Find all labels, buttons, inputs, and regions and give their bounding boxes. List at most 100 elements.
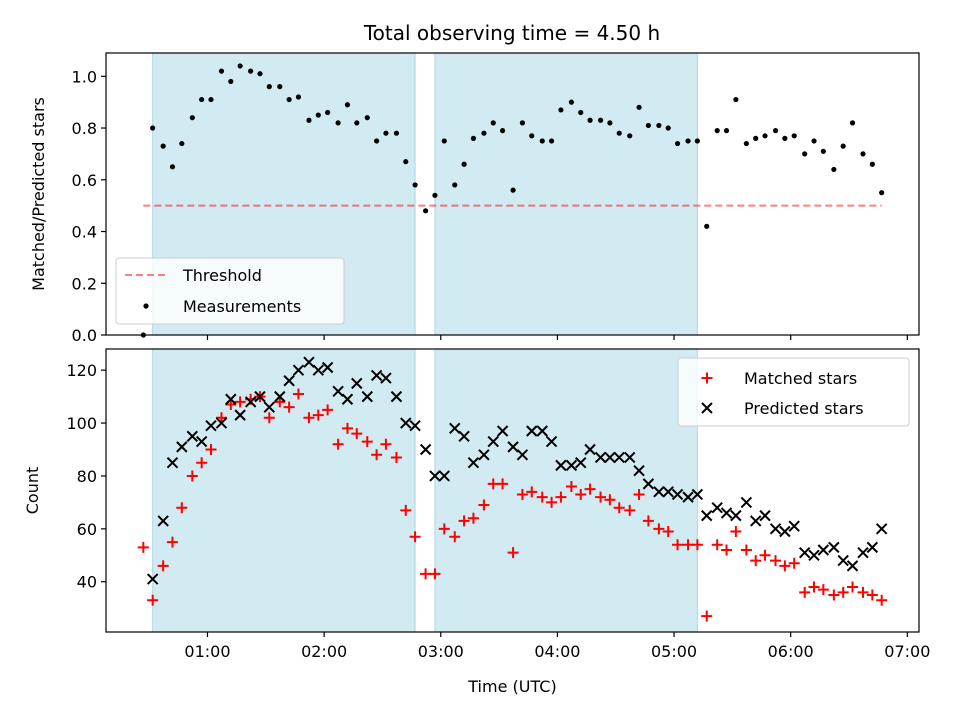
observing-band [434, 52, 698, 336]
matched-star-point [166, 536, 178, 548]
matched-star-point [516, 488, 528, 500]
matched-star-point [196, 457, 208, 469]
measurement-point [452, 182, 458, 188]
predicted-star-point [166, 457, 179, 469]
predicted-star-point [292, 364, 305, 376]
matched-star-point [322, 404, 334, 416]
measurement-point [723, 128, 730, 134]
matched-star-point [420, 568, 432, 580]
matched-star-point [176, 502, 188, 514]
measurement-point [714, 128, 720, 134]
predicted-star-point [195, 435, 208, 448]
matched-star-point [817, 584, 829, 596]
predicted-star-point [749, 515, 762, 527]
measurement-point [277, 84, 283, 90]
axes-frame [105, 348, 920, 633]
predicted-star-point [653, 486, 665, 498]
predicted-star-point [321, 361, 334, 374]
predicted-star-point [361, 390, 373, 403]
predicted-star-point [613, 451, 625, 464]
matched-star-point [429, 568, 441, 580]
measurement-point [674, 140, 681, 147]
measurement-point [461, 161, 467, 167]
measurement-point [831, 166, 837, 173]
predicted-star-point [234, 409, 246, 421]
measurement-point [548, 138, 555, 144]
predicted-star-point [633, 464, 645, 477]
predicted-star-point [711, 501, 723, 514]
matched-star-point [274, 396, 286, 408]
measurement-point [364, 115, 370, 121]
x-axis-label: Time (UTC) [467, 677, 556, 696]
measurement-point [354, 120, 360, 126]
matched-star-point [147, 594, 159, 606]
predicted-star-point [817, 544, 830, 556]
predicted-star-point [400, 417, 412, 429]
predicted-star-point [759, 509, 771, 522]
predicted-star-point [341, 393, 354, 405]
predicted-star-point [146, 573, 159, 585]
matched-star-point [225, 399, 237, 411]
matched-star-point [711, 539, 723, 551]
predicted-star-point [244, 396, 257, 408]
measurement-point [685, 138, 691, 144]
predicted-star-point [828, 541, 840, 554]
measurement-point [510, 187, 516, 193]
predicted-star-point [458, 430, 470, 442]
predicted-star-point [225, 393, 237, 405]
matched-star-point [682, 539, 694, 551]
x-tick-label: 06:00 [768, 642, 814, 661]
measurement-point [248, 68, 254, 74]
predicted-star-point [788, 520, 800, 532]
predicted-star-point [575, 457, 587, 469]
predicted-star-point [186, 430, 199, 442]
measurement-point [257, 71, 263, 77]
y-tick-label: 0.8 [72, 119, 97, 138]
y-tick-label: 1.0 [72, 67, 97, 86]
measurement-point [607, 120, 613, 126]
measurement-point [665, 125, 671, 131]
legend-threshold-label: Threshold [182, 266, 262, 285]
measurement-point [266, 84, 272, 90]
matched-star-point [633, 488, 645, 500]
measurement-point [189, 115, 195, 121]
matched-star-point [487, 478, 499, 490]
predicted-star-point [496, 425, 509, 437]
matched-star-point [653, 523, 665, 535]
y-tick-label: 0.0 [72, 326, 97, 345]
y-tick-label: 0.4 [72, 223, 97, 242]
measurement-point [578, 109, 584, 116]
legend-box [677, 357, 910, 427]
matched-star-point [467, 512, 479, 524]
measurement-point [753, 135, 759, 141]
measurement-point [558, 107, 564, 113]
matched-star-point [341, 422, 353, 434]
measurement-point [470, 135, 477, 141]
matched-star-point [157, 560, 169, 572]
measurement-point [481, 130, 487, 136]
measurement-point [374, 138, 380, 144]
measurement-point [160, 143, 166, 149]
matched-star-point [770, 555, 782, 567]
matched-star-point [312, 409, 324, 421]
predicted-star-point [857, 546, 869, 559]
matched-star-point [283, 401, 295, 413]
x-tick-label: 07:00 [884, 642, 930, 661]
predicted-star-point [332, 385, 344, 398]
measurement-point [208, 96, 214, 103]
matched-star-point [478, 499, 490, 511]
y-axis-label: Count [23, 467, 42, 515]
predicted-star-point [263, 401, 276, 413]
predicted-star-point [526, 425, 538, 437]
measurement-point [782, 135, 788, 141]
matched-star-point [497, 478, 509, 490]
legend-predicted-swatch [701, 402, 713, 414]
measurement-point [441, 138, 447, 144]
predicted-star-point [642, 478, 655, 490]
predicted-star-point [351, 377, 363, 390]
matched-star-point [390, 451, 402, 463]
matched-star-point [808, 581, 820, 593]
predicted-star-point [701, 509, 713, 522]
predicted-star-point [624, 451, 636, 464]
